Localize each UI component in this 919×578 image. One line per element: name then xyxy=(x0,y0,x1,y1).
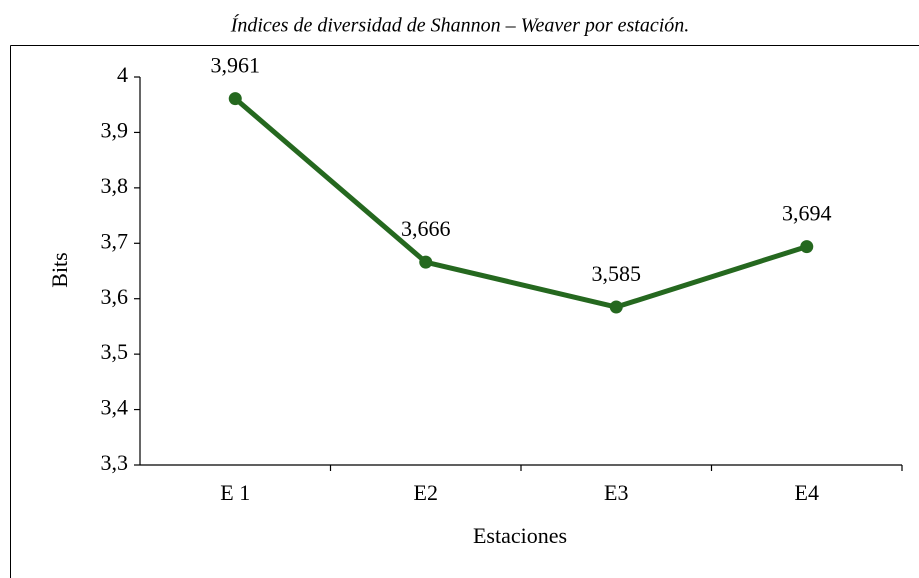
y-axis-label: Bits xyxy=(47,252,72,287)
x-tick-label: E2 xyxy=(414,480,438,505)
point xyxy=(800,240,814,254)
x-axis-label: Estaciones xyxy=(473,523,567,548)
point xyxy=(419,255,433,269)
point xyxy=(609,300,623,314)
y-tick-label: 3,8 xyxy=(101,173,129,198)
x-tick-label: E4 xyxy=(795,480,819,505)
y-tick-label: 3,3 xyxy=(101,450,129,475)
line xyxy=(233,96,808,310)
y-tick-label: 3,9 xyxy=(101,117,129,142)
data-label: 3,694 xyxy=(782,201,832,226)
y-tick-label: 3,4 xyxy=(101,395,129,420)
data-label: 3,666 xyxy=(401,216,451,241)
data-label: 3,585 xyxy=(592,261,642,286)
data-label: 3,961 xyxy=(211,53,261,78)
y-tick-label: 3,5 xyxy=(101,339,129,364)
y-tick-label: 4 xyxy=(117,62,128,87)
y-tick-label: 3,7 xyxy=(101,228,129,253)
point xyxy=(228,92,242,106)
y-tick-label: 3,6 xyxy=(101,284,129,309)
x-tick-label: E3 xyxy=(604,480,628,505)
chart-title: Índices de diversidad de Shannon – Weave… xyxy=(230,14,690,37)
x-tick-label: E 1 xyxy=(220,480,250,505)
